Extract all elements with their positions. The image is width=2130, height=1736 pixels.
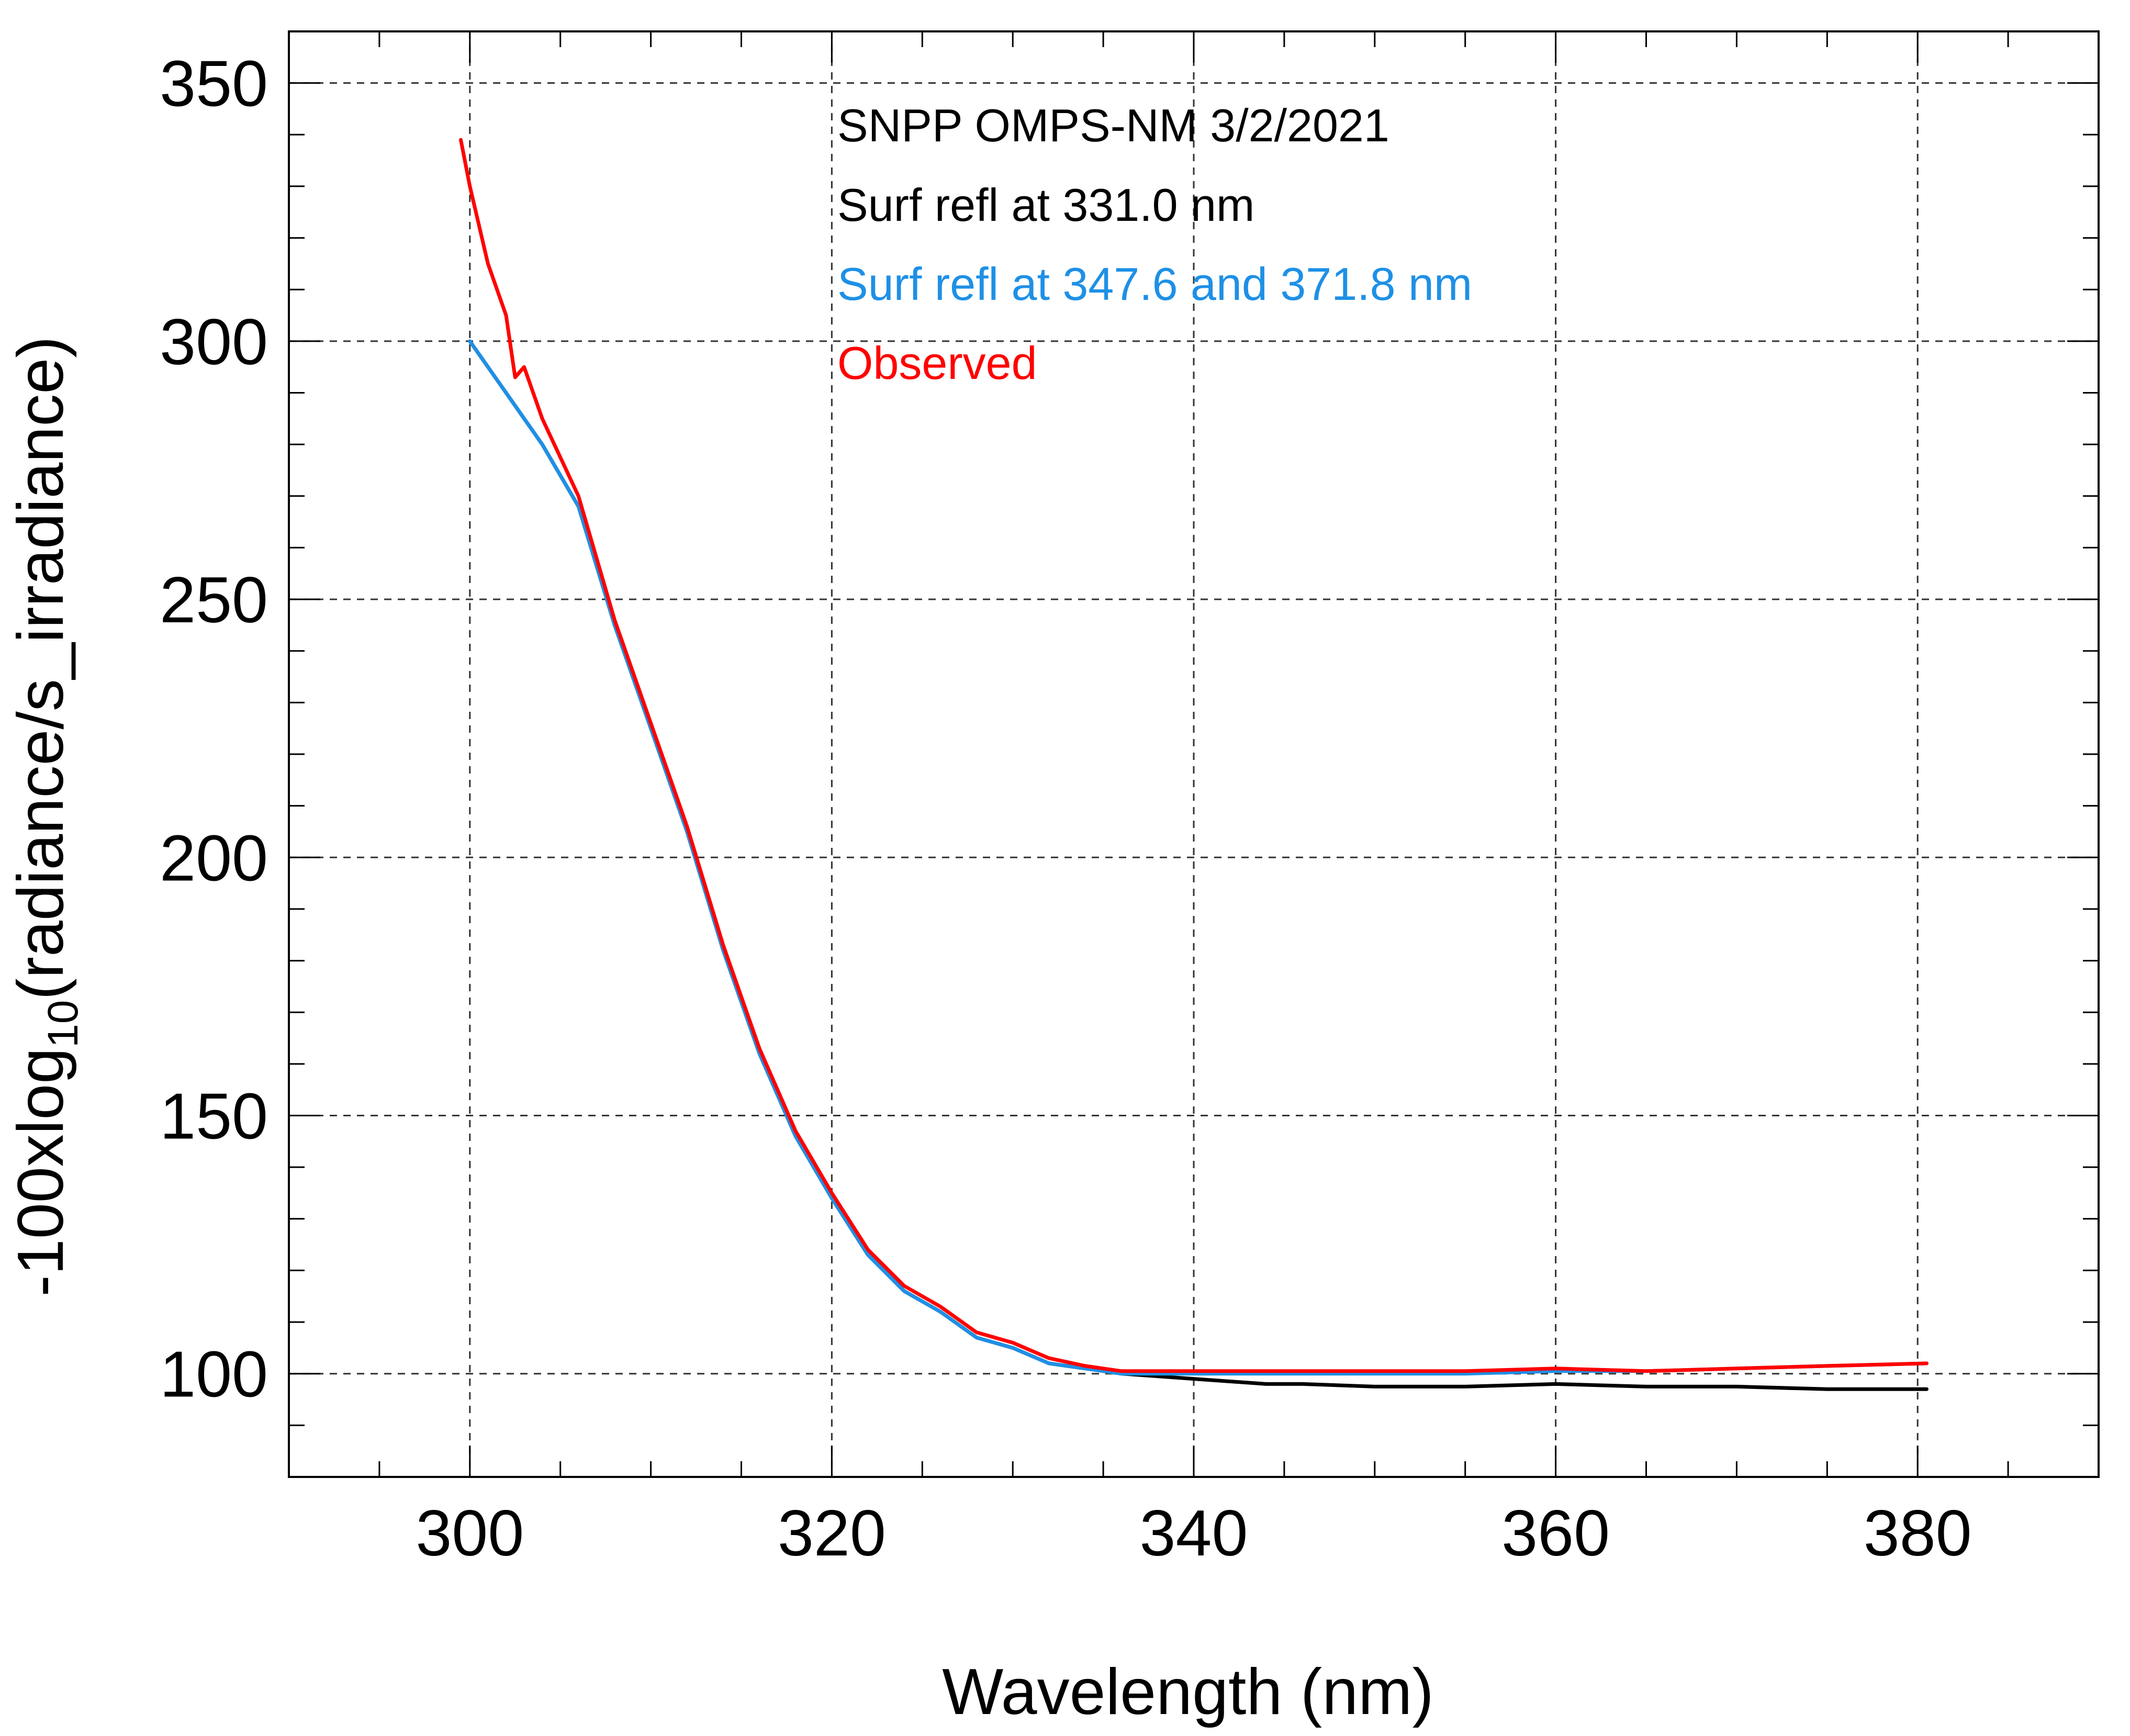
y-axis-title-tail: (radiance/s_irradiance) [5,336,77,1000]
x-tick-label-380: 380 [1864,1497,1972,1570]
legend-entry-347-371: Surf refl at 347.6 and 371.8 nm [837,258,1472,310]
series-layer [459,138,1929,1391]
x-tick-label-300: 300 [416,1497,524,1570]
y-tick-label-200: 200 [160,822,268,894]
x-tick-label-360: 360 [1501,1497,1610,1570]
x-axis-title: Wavelength (nm) [942,1656,1434,1728]
gridlines [289,31,2099,1477]
legend-entry-observed: Observed [837,337,1037,389]
x-tick-label-320: 320 [778,1497,886,1570]
y-tick-label-150: 150 [160,1081,268,1153]
plot-frame [288,30,2100,1478]
y-tick-label-300: 300 [160,306,268,378]
legend-entry-331: Surf refl at 331.0 nm [837,179,1254,231]
y-tick-label-250: 250 [160,564,268,636]
x-tick-label-340: 340 [1140,1497,1248,1570]
y-axis-title-main: -100xlog [5,1048,77,1297]
y-tick-label-350: 350 [160,48,268,120]
tick-labels: 300 320 340 360 380 100 150 200 250 300 350 [160,48,1972,1570]
y-axis-title-subscript: 10 [39,1000,87,1048]
y-axis-title: -100xlog10(radiance/s_irradiance) [5,336,87,1296]
y-tick-label-100: 100 [160,1339,268,1411]
annotation-title: SNPP OMPS-NM 3/2/2021 [837,99,1389,151]
series-line-2 [459,138,1929,1373]
